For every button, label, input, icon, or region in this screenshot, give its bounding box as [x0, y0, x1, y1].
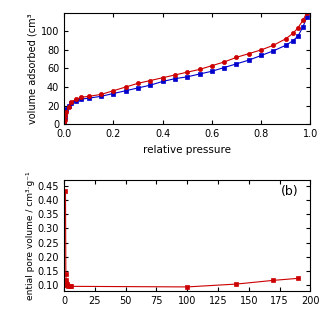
Y-axis label: volume adsorbed (cm³: volume adsorbed (cm³ — [28, 13, 38, 124]
Text: (b): (b) — [280, 185, 298, 198]
X-axis label: relative pressure: relative pressure — [143, 145, 231, 155]
Y-axis label: ential pore volume / cm³·g⁻¹: ential pore volume / cm³·g⁻¹ — [26, 171, 35, 300]
